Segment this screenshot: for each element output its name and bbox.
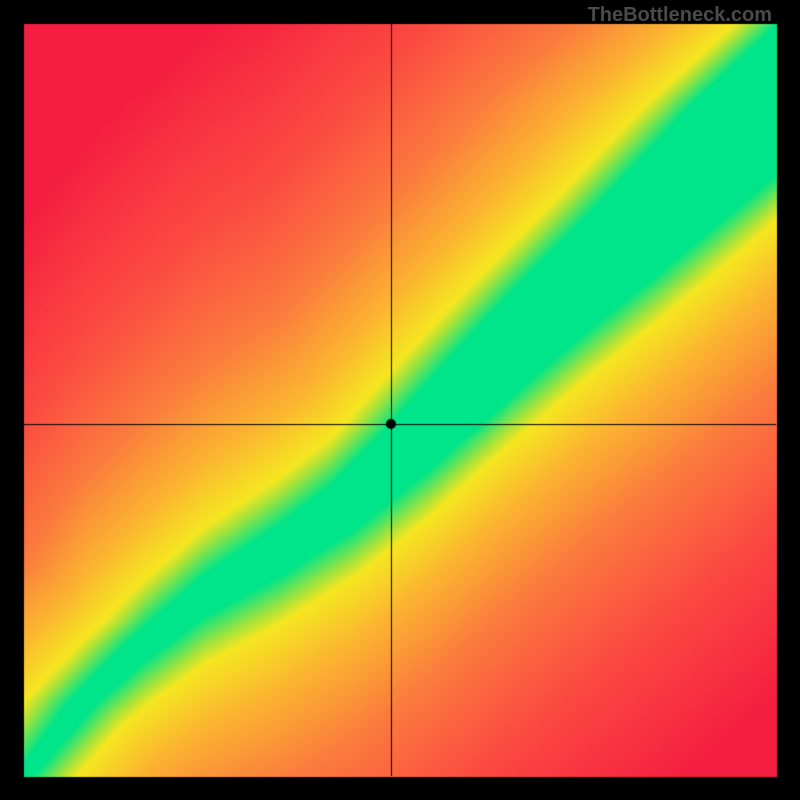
watermark-text: TheBottleneck.com — [588, 4, 772, 27]
bottleneck-heatmap — [0, 0, 800, 800]
